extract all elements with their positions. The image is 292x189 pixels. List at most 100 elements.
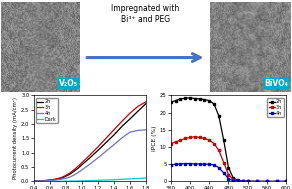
4h [188, 162, 192, 165]
3h [104, 137, 107, 139]
3h [120, 120, 124, 122]
3h [183, 137, 187, 139]
3h [80, 162, 84, 164]
4h [169, 164, 173, 166]
3h [60, 176, 63, 179]
2h [88, 157, 91, 159]
Text: V₂O₅: V₂O₅ [59, 79, 78, 88]
4h [212, 164, 216, 166]
4h [60, 178, 63, 180]
4h [96, 157, 100, 159]
3h [136, 105, 140, 108]
4h [222, 172, 225, 174]
4h [72, 174, 75, 176]
3h [40, 180, 43, 182]
2h [284, 180, 288, 183]
4h [232, 180, 235, 182]
3h [56, 177, 59, 180]
3h [128, 112, 132, 114]
3h [217, 149, 221, 152]
2h [128, 118, 132, 120]
Dark [48, 180, 51, 183]
2h [246, 180, 249, 182]
2h [174, 99, 177, 102]
Dark [80, 180, 84, 182]
4h [217, 167, 221, 169]
4h [179, 163, 182, 165]
3h [179, 139, 182, 141]
2h [80, 164, 84, 166]
3h [32, 180, 35, 182]
4h [203, 163, 206, 165]
4h [236, 180, 240, 182]
4h [183, 162, 187, 165]
4h [246, 180, 249, 183]
4h [112, 144, 116, 146]
4h [40, 180, 43, 182]
3h [52, 178, 55, 180]
Dark [112, 179, 116, 181]
3h [76, 165, 79, 168]
4h [52, 179, 55, 181]
3h [256, 180, 259, 183]
2h [112, 134, 116, 136]
3h [222, 161, 225, 164]
2h [208, 99, 211, 102]
4h [88, 163, 91, 165]
4h [56, 179, 59, 181]
4h [198, 163, 201, 165]
4h [227, 177, 230, 180]
4h [80, 169, 84, 171]
2h [96, 149, 100, 152]
Line: 4h: 4h [170, 162, 287, 183]
Legend: 2h, 3h, 4h: 2h, 3h, 4h [267, 98, 284, 117]
4h [120, 137, 124, 139]
2h [60, 177, 63, 179]
Y-axis label: Photocurrent density (mA/cm²): Photocurrent density (mA/cm²) [13, 98, 18, 179]
4h [48, 179, 51, 182]
3h [144, 101, 148, 103]
Line: 3h: 3h [34, 102, 146, 181]
2h [227, 167, 230, 169]
3h [64, 174, 67, 177]
4h [284, 180, 288, 183]
2h [179, 98, 182, 100]
4h [144, 129, 148, 131]
3h [265, 180, 269, 183]
3h [275, 180, 278, 183]
2h [203, 98, 206, 101]
2h [76, 167, 79, 170]
4h [76, 172, 79, 174]
2h [212, 103, 216, 105]
4h [174, 163, 177, 165]
4h [64, 177, 67, 179]
3h [188, 136, 192, 139]
3h [68, 172, 72, 174]
4h [241, 180, 245, 183]
Text: BiVO₄: BiVO₄ [264, 79, 288, 88]
2h [48, 179, 51, 181]
Line: Dark: Dark [34, 178, 146, 181]
4h [265, 180, 269, 183]
3h [203, 137, 206, 139]
Dark [96, 179, 100, 181]
2h [275, 180, 278, 183]
2h [120, 125, 124, 128]
4h [193, 163, 197, 165]
2h [222, 139, 225, 141]
4h [208, 163, 211, 165]
Dark [32, 180, 35, 183]
2h [104, 142, 107, 144]
Line: 3h: 3h [170, 136, 287, 183]
Dark [64, 180, 67, 182]
3h [72, 169, 75, 171]
4h [136, 129, 140, 132]
2h [68, 173, 72, 175]
4h [256, 180, 259, 183]
2h [144, 102, 148, 105]
3h [193, 136, 197, 138]
4h [128, 131, 132, 133]
4h [68, 176, 72, 178]
2h [193, 97, 197, 100]
Y-axis label: IPCE (%): IPCE (%) [152, 126, 157, 151]
